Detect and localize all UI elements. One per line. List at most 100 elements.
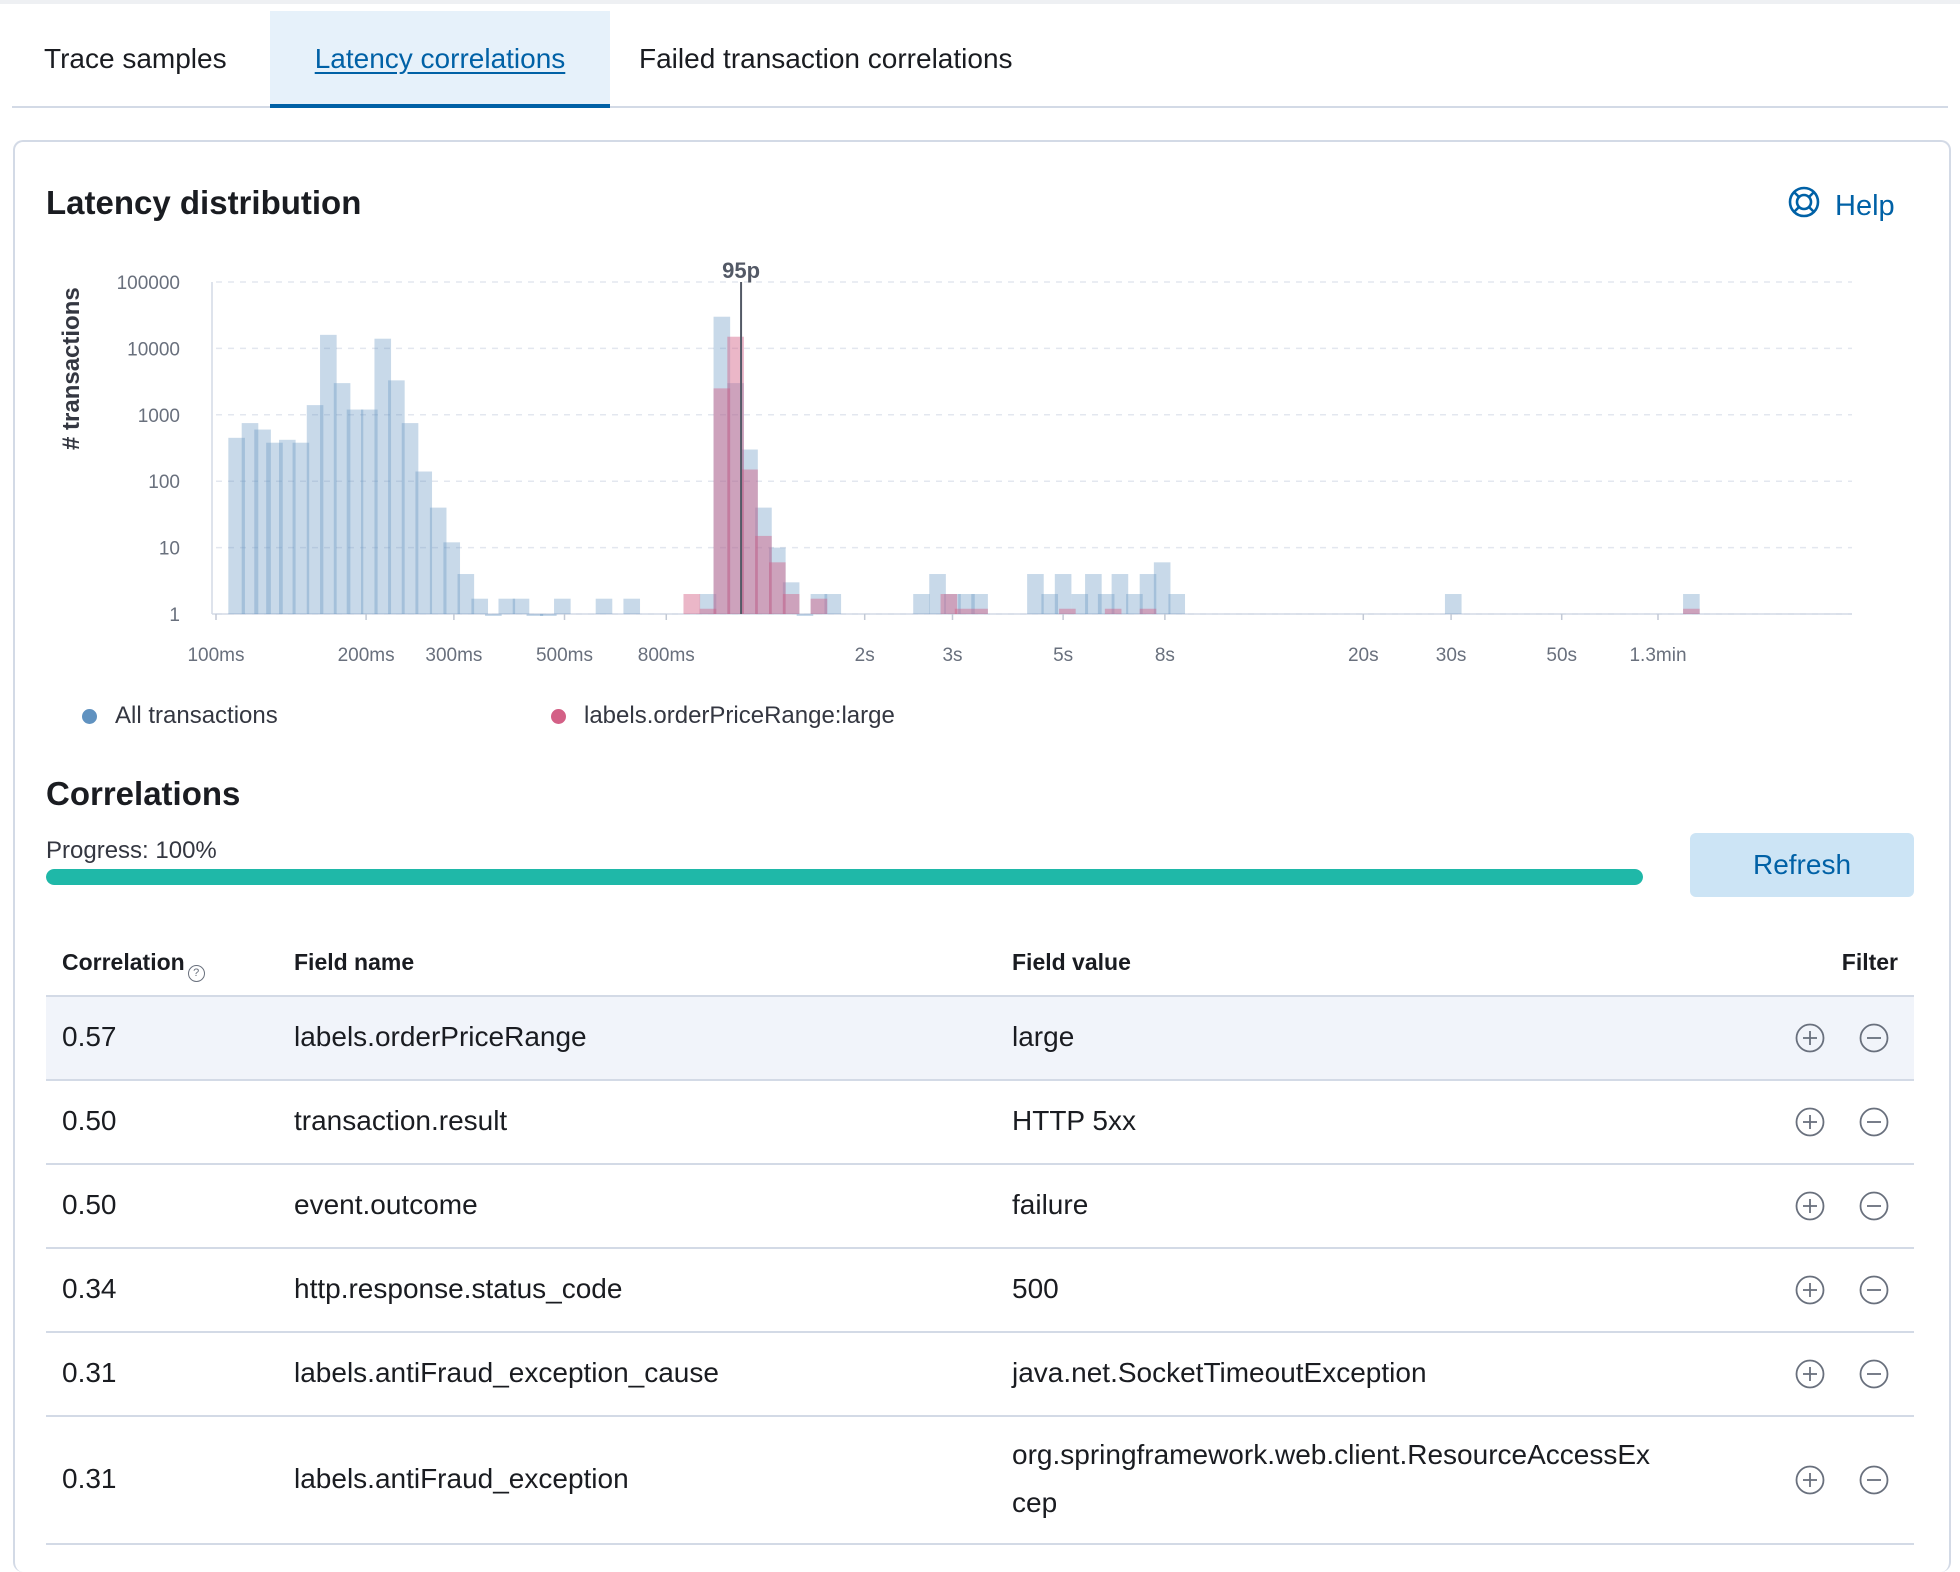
bar-subset bbox=[954, 608, 972, 614]
bar-all-transactions bbox=[929, 574, 946, 614]
filter-exclude-button[interactable] bbox=[1858, 1274, 1889, 1305]
bar-all-transactions bbox=[1444, 594, 1462, 614]
filter-exclude-button[interactable] bbox=[1858, 1190, 1889, 1221]
bar-all-transactions bbox=[457, 574, 475, 614]
x-tick-label: 100ms bbox=[187, 645, 244, 666]
bar-all-transactions bbox=[1126, 594, 1143, 614]
table-header: Correlation? Field name Field value Filt… bbox=[46, 935, 1914, 997]
cell-field-value: failure bbox=[1012, 1189, 1089, 1220]
bar-all-transactions bbox=[971, 594, 988, 614]
filter-include-button[interactable] bbox=[1794, 1106, 1825, 1137]
table-row: 0.50 transaction.result HTTP 5xx bbox=[46, 1081, 1914, 1165]
bar-all-transactions bbox=[1139, 574, 1157, 614]
bar-all-transactions bbox=[1683, 594, 1700, 614]
bar-subset bbox=[1104, 608, 1122, 614]
bar-all-transactions bbox=[471, 598, 489, 614]
correlations-title: Correlations bbox=[46, 775, 241, 812]
bar-all-transactions bbox=[241, 423, 259, 614]
filter-include-button[interactable] bbox=[1794, 1274, 1825, 1305]
minus-in-circle-icon bbox=[1859, 1275, 1889, 1305]
legend-item-all-transactions[interactable]: All transactions bbox=[82, 702, 278, 730]
cell-field-value: 500 bbox=[1012, 1273, 1059, 1304]
bar-all-transactions bbox=[526, 614, 544, 616]
filter-include-button[interactable] bbox=[1794, 1190, 1825, 1221]
tab-latency-correlations[interactable]: Latency correlations bbox=[270, 11, 610, 108]
bar-all-transactions bbox=[320, 334, 337, 614]
legend-dot bbox=[551, 708, 566, 724]
legend-item-subset[interactable]: labels.orderPriceRange:large bbox=[551, 702, 895, 730]
bar-all-transactions bbox=[769, 547, 786, 614]
bar-subset bbox=[810, 598, 828, 614]
cell-field-value-continued: cep bbox=[1012, 1487, 1058, 1518]
column-header-label: Correlation bbox=[62, 949, 185, 975]
top-border bbox=[0, 0, 1960, 4]
cell-field-value: org.springframework.web.client.ResourceA… bbox=[1012, 1439, 1651, 1470]
filter-exclude-button[interactable] bbox=[1858, 1358, 1889, 1389]
filter-include-button[interactable] bbox=[1794, 1358, 1825, 1389]
bar-subset bbox=[699, 608, 717, 614]
column-header-field-name: Field name bbox=[294, 949, 415, 975]
table-row: 0.31 labels.antiFraud_exception org.spring… bbox=[46, 1417, 1914, 1545]
bar-all-transactions bbox=[401, 423, 419, 614]
cell-correlation: 0.34 bbox=[62, 1273, 117, 1304]
bar-all-transactions bbox=[266, 442, 283, 614]
y-tick-label: 100 bbox=[148, 472, 180, 493]
bar-all-transactions bbox=[727, 383, 744, 614]
bar-all-transactions bbox=[1111, 574, 1129, 614]
column-header-field-value: Field value bbox=[1012, 949, 1131, 975]
tab-trace-samples[interactable]: Trace samples bbox=[44, 43, 227, 74]
bar-all-transactions bbox=[796, 614, 814, 616]
latency-distribution-title: Latency distribution bbox=[46, 184, 362, 221]
plus-in-circle-icon bbox=[1795, 1107, 1825, 1137]
bar-all-transactions bbox=[741, 449, 758, 614]
bar-all-transactions bbox=[228, 437, 245, 614]
legend-label: All transactions bbox=[115, 702, 278, 729]
filter-include-button[interactable] bbox=[1794, 1022, 1825, 1053]
progress-label: Progress: 100% bbox=[46, 837, 217, 864]
bar-subset bbox=[755, 535, 772, 614]
x-tick-label: 200ms bbox=[338, 645, 395, 666]
correlations-panel bbox=[13, 140, 1951, 1572]
lifebuoy-icon bbox=[1787, 185, 1835, 227]
cell-correlation: 0.31 bbox=[62, 1463, 117, 1494]
plus-in-circle-icon bbox=[1795, 1191, 1825, 1221]
filter-exclude-button[interactable] bbox=[1858, 1464, 1889, 1495]
bar-all-transactions bbox=[1153, 562, 1171, 614]
bar-all-transactions bbox=[554, 598, 571, 614]
bar-all-transactions bbox=[623, 598, 641, 614]
percentile-marker-label: 95p bbox=[722, 258, 760, 283]
tab-failed-transaction-correlations[interactable]: Failed transaction correlations bbox=[639, 43, 1013, 74]
question-icon[interactable]: ? bbox=[187, 965, 205, 982]
bar-subset bbox=[683, 594, 701, 614]
bar-all-transactions bbox=[512, 598, 530, 614]
bar-all-transactions bbox=[595, 598, 613, 614]
filter-exclude-button[interactable] bbox=[1858, 1106, 1889, 1137]
column-header-correlation[interactable]: Correlation? bbox=[62, 949, 205, 982]
cell-field-value: java.net.SocketTimeoutException bbox=[1012, 1357, 1427, 1388]
help-link[interactable]: Help bbox=[1787, 186, 1895, 226]
help-label: Help bbox=[1835, 189, 1895, 222]
cell-correlation: 0.57 bbox=[62, 1021, 117, 1052]
refresh-button[interactable]: Refresh bbox=[1690, 833, 1914, 897]
minus-in-circle-icon bbox=[1859, 1107, 1889, 1137]
filter-include-button[interactable] bbox=[1794, 1464, 1825, 1495]
minus-in-circle-icon bbox=[1859, 1023, 1889, 1053]
filter-exclude-button[interactable] bbox=[1858, 1022, 1889, 1053]
bar-all-transactions bbox=[944, 594, 961, 614]
cell-correlation: 0.50 bbox=[62, 1189, 117, 1220]
bar-subset bbox=[713, 388, 731, 614]
x-tick-label: 30s bbox=[1436, 645, 1467, 666]
bar-all-transactions bbox=[306, 405, 324, 614]
bar-all-transactions bbox=[1097, 594, 1115, 614]
bar-all-transactions bbox=[1085, 574, 1102, 614]
bar-subset bbox=[940, 594, 958, 614]
bar-all-transactions bbox=[1054, 574, 1072, 614]
table-row: 0.31 labels.antiFraud_exception_cause java… bbox=[46, 1333, 1914, 1417]
table-row: 0.50 event.outcome failure bbox=[46, 1165, 1914, 1249]
table-row: 0.34 http.response.status_code 500 bbox=[46, 1249, 1914, 1333]
bar-all-transactions bbox=[713, 316, 731, 614]
column-header-filter: Filter bbox=[1841, 949, 1898, 975]
bar-all-transactions bbox=[782, 582, 800, 614]
bar-all-transactions bbox=[1027, 574, 1044, 614]
y-tick-label: 10000 bbox=[127, 339, 180, 360]
